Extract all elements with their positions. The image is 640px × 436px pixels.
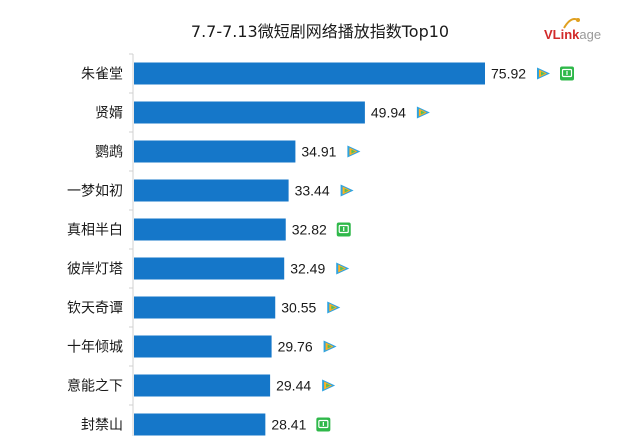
- category-label: 朱雀堂: [81, 67, 123, 83]
- logo-spark-icon: [563, 18, 580, 29]
- tencent-video-icon: [340, 184, 354, 197]
- iqiyi-icon: [316, 417, 331, 432]
- tencent-video-icon: [416, 106, 430, 119]
- data-label: 33.44: [295, 183, 330, 199]
- tencent-video-icon: [537, 67, 550, 80]
- bar: [134, 62, 485, 85]
- data-label: 30.55: [281, 300, 316, 316]
- bar: [134, 335, 272, 358]
- category-label: 封禁山: [81, 418, 123, 434]
- chart-title: 7.7-7.13微短剧网络播放指数Top10: [190, 22, 450, 41]
- category-label: 一梦如初: [67, 183, 123, 200]
- category-label: 十年倾城: [67, 340, 123, 356]
- category-label: 真相半白: [67, 223, 123, 239]
- category-label: 钦天奇谭: [67, 300, 123, 317]
- bar: [134, 101, 365, 124]
- data-label: 49.94: [371, 105, 406, 121]
- iqiyi-icon: [560, 66, 574, 81]
- bar: [134, 296, 276, 319]
- data-label: 32.49: [290, 261, 325, 277]
- bar: [134, 413, 266, 436]
- bar: [134, 218, 286, 241]
- tencent-video-icon: [336, 262, 350, 275]
- data-label: 29.44: [276, 378, 311, 394]
- tencent-video-icon: [323, 340, 337, 353]
- vlinkage-logo: VLinkage: [544, 18, 614, 46]
- bar: [134, 140, 296, 163]
- category-label: 彼岸灯塔: [67, 262, 123, 278]
- tencent-video-icon: [322, 379, 336, 392]
- tencent-video-icon: [347, 145, 361, 158]
- category-label: 鹦鹉: [95, 145, 123, 161]
- data-label: 75.92: [491, 66, 526, 82]
- data-label: 34.91: [301, 144, 336, 160]
- bar: [134, 257, 285, 280]
- data-label: 29.76: [278, 339, 313, 355]
- category-label: 意能之下: [67, 378, 123, 395]
- iqiyi-icon: [336, 222, 351, 237]
- bar: [134, 179, 289, 202]
- tencent-video-icon: [327, 301, 341, 314]
- category-label: 贤婿: [95, 106, 123, 122]
- logo-text: VLinkage: [544, 27, 602, 42]
- data-label: 28.41: [271, 417, 306, 433]
- bar: [134, 374, 271, 397]
- data-label: 32.82: [292, 222, 327, 238]
